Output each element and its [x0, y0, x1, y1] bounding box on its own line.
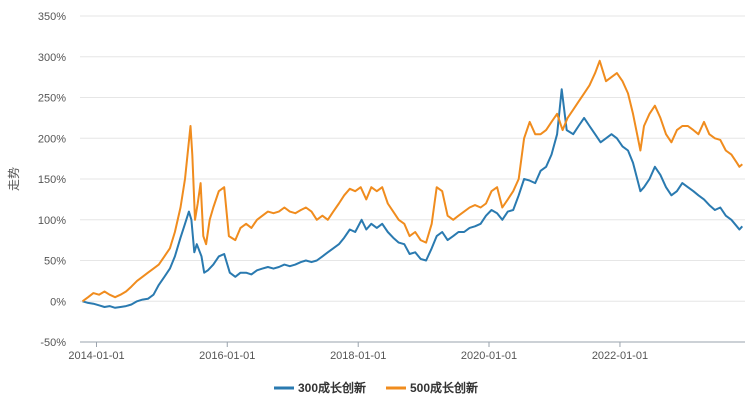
grid-lines: [80, 15, 745, 302]
axes: 走势: [7, 167, 745, 343]
series-lines: [81, 59, 744, 309]
x-tick-label: 2022-01-01: [592, 350, 648, 362]
legend-item-1[interactable]: 300成长创新: [274, 380, 366, 395]
y-tick-label: 50%: [44, 256, 66, 268]
legend-label: 500成长创新: [410, 380, 478, 395]
x-tick-label: 2014-01-01: [68, 350, 124, 362]
y-tick-label: 100%: [38, 215, 66, 227]
x-tick-label: 2018-01-01: [330, 350, 386, 362]
legend-label: 300成长创新: [298, 380, 366, 395]
y-tick-label: 250%: [38, 93, 66, 105]
y-tick-label: 350%: [38, 11, 66, 23]
y-tick-label: -50%: [40, 337, 66, 349]
x-tick-label: 2016-01-01: [199, 350, 255, 362]
x-tick-label: 2020-01-01: [461, 350, 517, 362]
y-tick-label: 200%: [38, 133, 66, 145]
y-tick-label: 150%: [38, 174, 66, 186]
legend[interactable]: 300成长创新 500成长创新: [274, 380, 478, 395]
series-line-1: [82, 88, 744, 309]
y-tick-label: 0%: [50, 296, 66, 308]
y-axis-label: 走势: [7, 167, 21, 191]
x-tick-labels: 2014-01-01 2016-01-01 2018-01-01 2020-01-01…: [68, 342, 648, 362]
y-tick-labels: -50% 0% 50% 100% 150% 200% 250% 300% 350%: [38, 11, 66, 349]
series-line-2: [81, 59, 743, 303]
legend-item-2[interactable]: 500成长创新: [386, 380, 478, 395]
y-tick-label: 300%: [38, 52, 66, 64]
